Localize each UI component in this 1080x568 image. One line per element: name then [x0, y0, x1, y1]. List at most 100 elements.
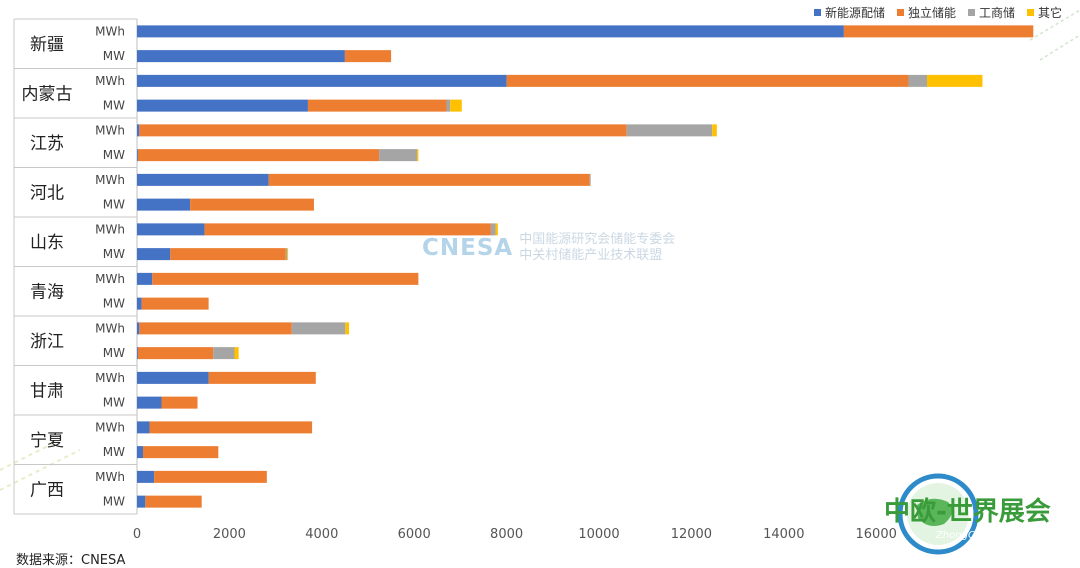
bar-segment: [843, 25, 1034, 38]
bar-segment: [137, 149, 138, 162]
province-label: 青海: [30, 282, 64, 302]
bar-segment: [137, 322, 140, 335]
row-unit-label: MWh: [95, 470, 125, 484]
bar-segment: [137, 446, 144, 459]
chart-legend: 新能源配储 独立储能 工商储 其它: [813, 4, 1062, 21]
legend-item-independent: 独立储能: [896, 4, 956, 21]
bar-segment: [143, 446, 219, 459]
province-label: 甘肃: [30, 381, 64, 401]
legend-item-new-energy: 新能源配储: [813, 4, 885, 21]
bar-segment: [927, 74, 983, 87]
bar-segment: [137, 25, 844, 38]
legend-label: 工商储: [978, 6, 1015, 20]
row-unit-label: MW: [103, 346, 125, 360]
row-unit-label: MW: [103, 297, 125, 311]
bar-segment: [152, 272, 419, 285]
bar-segment: [190, 198, 314, 211]
bar-segment: [446, 99, 451, 112]
bar-segment: [137, 421, 150, 434]
row-unit-label: MW: [103, 198, 125, 212]
row-unit-label: MW: [103, 495, 125, 509]
province-label: 江苏: [30, 134, 64, 154]
bar-segment: [287, 248, 289, 261]
bar-segment: [141, 297, 209, 310]
bar-segment: [450, 99, 462, 112]
x-tick-label: 6000: [398, 527, 431, 542]
bar-segment: [137, 149, 380, 162]
row-unit-label: MWh: [95, 123, 125, 137]
bar-segment: [291, 322, 346, 335]
globe-icon: [897, 473, 979, 555]
bar-segment: [137, 272, 153, 285]
x-tick-label: 14000: [763, 527, 804, 542]
row-unit-label: MWh: [95, 24, 125, 38]
bar-segment: [626, 124, 713, 137]
row-unit-label: MW: [103, 148, 125, 162]
x-tick-label: 2000: [213, 527, 246, 542]
province-label: 广西: [30, 480, 64, 500]
bar-segment: [137, 371, 209, 384]
bar-segment: [149, 421, 313, 434]
bar-segment: [345, 322, 350, 335]
bar-segment: [137, 396, 162, 409]
x-tick-label: 12000: [671, 527, 712, 542]
expo-sub: ZhongOu Expo: [935, 530, 1010, 541]
bar-segment: [145, 495, 202, 508]
bar-segment: [213, 347, 235, 360]
row-unit-label: MW: [103, 247, 125, 261]
bar-segment: [908, 74, 928, 87]
province-label: 山东: [30, 233, 64, 253]
bar-segment: [137, 495, 146, 508]
legend-label: 其它: [1037, 6, 1062, 20]
x-tick-label: 10000: [578, 527, 619, 542]
bar-segment: [137, 173, 269, 186]
bar-segment: [170, 248, 286, 261]
row-unit-label: MWh: [95, 420, 125, 434]
bar-segment: [137, 99, 308, 112]
bar-segment: [137, 124, 140, 137]
province-label: 浙江: [30, 332, 64, 352]
bar-segment: [208, 371, 316, 384]
watermark-line-2: 中关村储能产业技术联盟: [519, 248, 663, 263]
bar-segment: [154, 470, 267, 483]
bar-segment: [161, 396, 198, 409]
x-tick-label: 16000: [856, 527, 897, 542]
bar-segment: [506, 74, 909, 87]
cnesa-watermark: CNESA 中国能源研究会储能专委会 中关村储能产业技术联盟: [422, 232, 675, 264]
province-label: 宁夏: [30, 431, 64, 451]
bar-segment: [344, 50, 392, 63]
row-unit-label: MWh: [95, 173, 125, 187]
legend-label: 新能源配储: [824, 6, 885, 20]
bar-segment: [416, 149, 419, 162]
bar-segment: [137, 50, 345, 63]
legend-item-commercial: 工商储: [967, 4, 1015, 21]
bar-segment: [137, 74, 507, 87]
row-unit-label: MW: [103, 99, 125, 113]
bar-segment: [204, 223, 491, 236]
bar-segment: [137, 297, 142, 310]
watermark-logo: CNESA: [422, 235, 514, 261]
bar-segment: [268, 173, 590, 186]
legend-label: 独立储能: [907, 6, 956, 20]
expo-brand: 中欧-世界展会: [884, 496, 1051, 527]
bar-segment: [490, 223, 496, 236]
bar-segment: [307, 99, 447, 112]
bar-segment: [379, 149, 417, 162]
x-tick-label: 4000: [305, 527, 338, 542]
bar-segment: [712, 124, 717, 137]
bar-segment: [137, 347, 138, 360]
row-unit-label: MWh: [95, 321, 125, 335]
bar-segment: [139, 322, 292, 335]
legend-item-other: 其它: [1026, 4, 1062, 21]
bar-segment: [137, 347, 214, 360]
legend-swatch: [896, 9, 904, 16]
province-label: 河北: [30, 183, 64, 203]
province-label: 新疆: [30, 35, 64, 55]
legend-swatch: [1026, 9, 1034, 16]
x-tick-label: 8000: [490, 527, 523, 542]
data-source: 数据来源：CNESA: [16, 553, 126, 568]
row-unit-label: MWh: [95, 371, 125, 385]
bar-segment: [234, 347, 239, 360]
bar-segment: [137, 470, 155, 483]
